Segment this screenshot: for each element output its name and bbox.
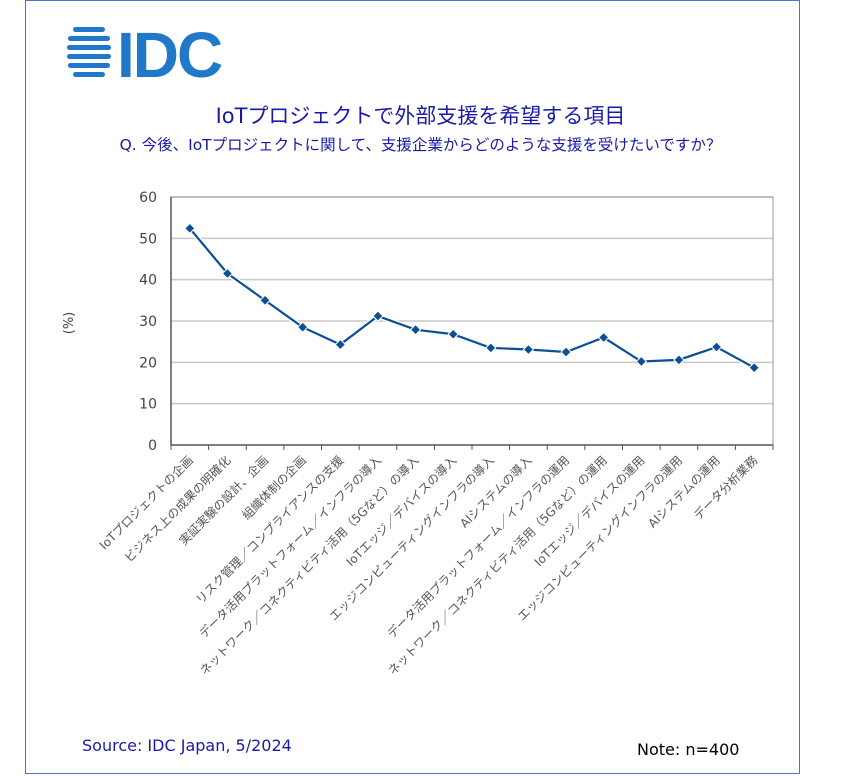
y-tick-label: 40 <box>139 273 157 289</box>
data-point <box>597 331 610 344</box>
data-point <box>673 354 685 366</box>
data-point <box>447 328 459 340</box>
data-point <box>184 222 196 235</box>
data-point <box>372 310 384 322</box>
data-point <box>522 343 535 356</box>
idc-logo: IDC <box>67 19 227 91</box>
y-tick-label: 10 <box>139 397 157 413</box>
y-axis-label: (%) <box>62 312 77 335</box>
data-point <box>748 361 760 374</box>
x-tick-label: データ分析業務 <box>690 453 760 523</box>
data-point <box>409 323 422 336</box>
chart-title: IoTプロジェクトで外部支援を希望する項目 <box>215 104 626 128</box>
data-point <box>635 355 648 368</box>
y-tick-label: 0 <box>148 438 157 454</box>
source-text: Source: IDC Japan, 5/2024 <box>82 736 292 755</box>
series-line <box>188 227 755 369</box>
y-tick-label: 50 <box>139 231 157 247</box>
note-text: Note: n=400 <box>637 740 740 759</box>
data-point <box>560 346 572 358</box>
y-tick-label: 30 <box>139 314 157 330</box>
data-point <box>334 338 347 351</box>
svg-text:IDC: IDC <box>117 24 222 80</box>
data-point <box>221 267 234 280</box>
data-point <box>485 342 497 354</box>
y-tick-label: 20 <box>139 355 157 371</box>
series-line-halo <box>187 226 756 370</box>
y-tick-label: 60 <box>139 190 157 206</box>
chart-subtitle: Q. 今後、IoTプロジェクトに関して、支援企業からどのような支援を受けたいです… <box>119 136 722 154</box>
data-point <box>296 321 309 333</box>
x-tick-label: 組織体制の企画 <box>239 453 309 523</box>
data-point <box>710 341 723 353</box>
page-frame <box>25 0 800 774</box>
data-point <box>259 294 271 307</box>
